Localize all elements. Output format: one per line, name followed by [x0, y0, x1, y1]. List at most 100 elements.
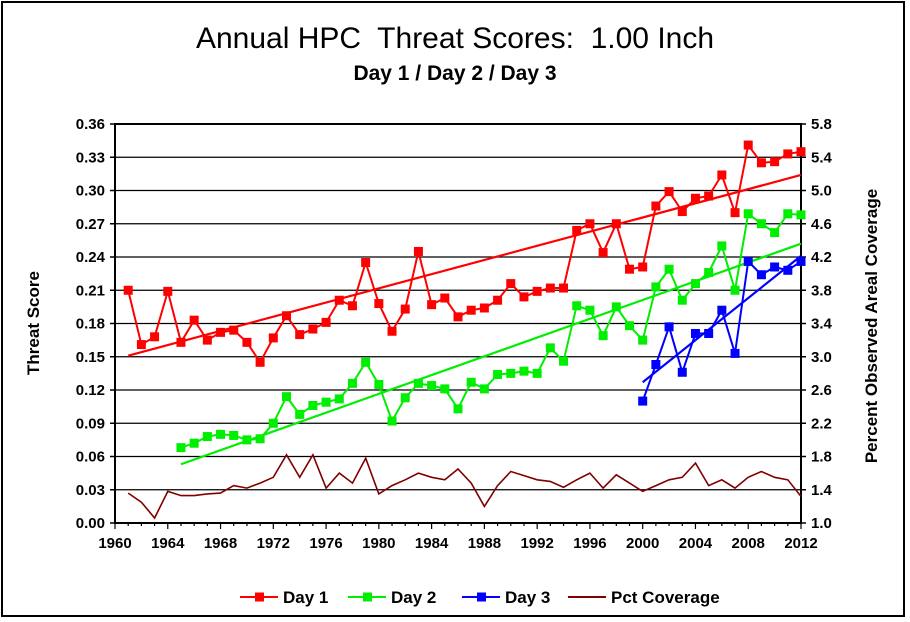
day-2-point	[598, 331, 608, 341]
day-1-line	[127, 142, 802, 365]
day-1-point	[387, 326, 397, 336]
day-2-point	[770, 228, 780, 238]
day-2-point	[400, 393, 410, 403]
day-1-point	[598, 248, 608, 258]
day-1-point	[295, 330, 305, 340]
day-1-point	[321, 317, 331, 327]
day-2-point	[519, 366, 529, 376]
x-tick-label: 1976	[309, 535, 342, 552]
day-2-point	[308, 401, 318, 411]
day-2-point	[216, 429, 226, 439]
day-2-point	[572, 301, 582, 311]
legend-label-pct-coverage: Pct Coverage	[611, 588, 720, 607]
day-1-point	[229, 325, 239, 335]
day-3-point	[651, 360, 661, 370]
day-1-point	[572, 225, 582, 235]
day-1-point	[559, 283, 569, 293]
x-tick-label: 1960	[98, 535, 131, 552]
day-2-point	[796, 210, 806, 220]
day-1-point	[717, 170, 727, 180]
day-1-point	[611, 219, 621, 229]
day-1-point	[545, 283, 555, 293]
y-tick-label: 0.27	[76, 216, 105, 233]
day-1-point	[796, 147, 806, 157]
day-2-point	[374, 379, 384, 389]
day-1-point	[427, 300, 437, 310]
day-2-point	[427, 381, 437, 391]
y-tick-label: 0.18	[76, 316, 105, 333]
day-1-point	[704, 191, 714, 201]
x-tick-label: 1980	[362, 535, 395, 552]
day-2-point	[255, 434, 265, 444]
tick-labels: 0.00 0.03 0.06 0.09 0.12 0.15 0.18 0.21 0.24 0.27…	[76, 116, 833, 552]
day-1-point	[361, 258, 371, 268]
day-1-point	[625, 264, 634, 274]
day-2-point	[730, 285, 740, 295]
plot-area	[114, 123, 802, 524]
day-2-point	[585, 305, 595, 315]
y2-tick-label: 1.0	[811, 515, 832, 532]
x-tick-label: 2000	[626, 535, 659, 552]
gridlines	[110, 123, 806, 529]
day-3-point	[717, 305, 727, 315]
day-2-point	[413, 378, 423, 388]
day-2-point	[479, 384, 489, 394]
day-2-point	[756, 219, 766, 229]
day-1-point	[202, 335, 212, 345]
x-tick-label: 1984	[415, 535, 449, 552]
day-1-point	[347, 301, 357, 311]
y-tick-label: 0.21	[76, 282, 105, 299]
day-2-point	[625, 321, 634, 331]
day-2-point	[493, 369, 503, 379]
day-1-point	[585, 219, 595, 229]
day-1-point	[400, 304, 410, 314]
day-2-point	[466, 377, 476, 387]
day-1-point	[189, 315, 199, 325]
legend-marker-day-2	[363, 592, 372, 602]
x-tick-label: 1972	[257, 535, 290, 552]
day-2-point	[295, 409, 305, 419]
day-1-point	[506, 279, 516, 289]
legend-label-day-1: Day 1	[283, 588, 328, 607]
day-1-point	[413, 246, 423, 256]
x-tick-label: 1968	[204, 535, 237, 552]
day-2-point	[638, 335, 648, 345]
day-2-point	[387, 416, 397, 426]
day-1-point	[519, 292, 529, 302]
day-1-point	[440, 293, 450, 303]
day-1-point	[136, 340, 146, 350]
day-1-point	[374, 299, 384, 309]
series-group	[123, 140, 806, 520]
day-1-point	[282, 311, 291, 321]
day-2-point	[532, 368, 542, 378]
day-3-trend-line	[642, 255, 802, 384]
y2-tick-label: 4.2	[811, 249, 832, 266]
day-3-point	[770, 262, 780, 272]
day-1-point	[163, 286, 173, 296]
day-1-point	[730, 208, 740, 218]
day-2-point	[189, 438, 199, 448]
y-tick-label: 0.09	[76, 415, 105, 432]
day-2-point	[229, 430, 239, 440]
day-1-point	[783, 149, 793, 159]
day-2-point	[202, 432, 212, 442]
y-tick-label: 0.12	[76, 382, 105, 399]
day-3-point	[664, 322, 674, 332]
day-1-point	[743, 140, 753, 150]
day-1-point	[255, 357, 265, 367]
y2-tick-label: 3.4	[811, 316, 833, 333]
day-2-point	[506, 368, 516, 378]
y2-tick-label: 5.8	[811, 116, 832, 133]
x-tick-label: 1992	[520, 535, 553, 552]
day-3-point	[677, 367, 687, 377]
day-3-point	[783, 265, 793, 275]
day-2-point	[321, 397, 331, 407]
day-3-point	[704, 328, 714, 338]
y-tick-label: 0.36	[76, 116, 105, 133]
y2-tick-label: 1.8	[811, 449, 832, 466]
day-2-point	[611, 302, 621, 312]
day-2-point	[690, 279, 700, 289]
day-1-point	[493, 295, 503, 305]
day-1-point	[150, 332, 160, 342]
